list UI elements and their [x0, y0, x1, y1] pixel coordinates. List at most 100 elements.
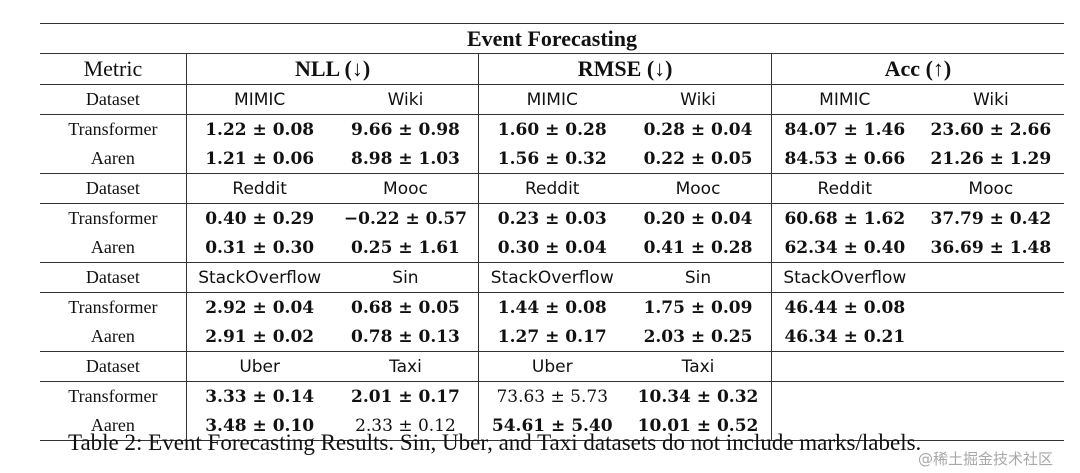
value-cell: 0.28 ± 0.04 [625, 114, 772, 144]
value-cell: 1.75 ± 0.09 [625, 292, 772, 322]
table-title-row: Event Forecasting [40, 23, 1064, 54]
value-cell: 0.68 ± 0.05 [332, 292, 480, 322]
value-cell: 1.22 ± 0.08 [205, 119, 315, 140]
dataset-label: Dataset [40, 262, 187, 293]
model-row: Transformer 3.33 ± 0.14 2.01 ± 0.17 73.63 ±… [40, 381, 1064, 412]
dataset-name-cell: Sin [625, 262, 772, 293]
value-cell: 1.56 ± 0.32 [478, 144, 626, 174]
model-name: Aaren [40, 411, 187, 441]
metric-rmse: RMSE (↓) [478, 53, 772, 85]
value-cell: 1.44 ± 0.08 [497, 297, 607, 318]
value-cell [917, 322, 1064, 352]
value-cell: 0.22 ± 0.05 [625, 144, 772, 174]
value-cell: 0.23 ± 0.03 [497, 208, 607, 229]
metric-nll: NLL (↓) [186, 53, 480, 85]
dataset-name-cell: StackOverflow [186, 262, 333, 293]
dataset-row: Dataset MIMIC Wiki MIMIC Wiki MIMIC Wiki [40, 84, 1064, 115]
value-cell: 2.92 ± 0.04 [205, 297, 315, 318]
model-row: Transformer 1.22 ± 0.08 9.66 ± 0.98 1.60 ± … [40, 114, 1064, 144]
value-cell: 10.01 ± 0.52 [625, 411, 772, 441]
value-cell: 84.53 ± 0.66 [771, 144, 918, 174]
dataset-name-cell: Mooc [917, 173, 1064, 204]
dataset-name-cell: Reddit [186, 173, 333, 204]
dataset-row: Dataset Reddit Mooc Reddit Mooc Reddit Mooc [40, 173, 1064, 204]
value-cell: 46.34 ± 0.21 [771, 322, 918, 352]
results-table: Event Forecasting Metric NLL (↓) RMSE (↓… [40, 23, 1064, 441]
metric-acc: Acc (↑) [771, 53, 1064, 85]
value-cell: 37.79 ± 0.42 [930, 208, 1052, 229]
value-cell: 0.20 ± 0.04 [625, 203, 772, 233]
value-cell: 73.63 ± 5.73 [496, 386, 609, 407]
dataset-label: Dataset [40, 173, 187, 204]
dataset-name-cell: StackOverflow [478, 262, 626, 293]
dataset-name-cell: Taxi [332, 351, 480, 382]
results-table-body: Event Forecasting Metric NLL (↓) RMSE (↓… [40, 23, 1064, 441]
dataset-name-cell: Mooc [332, 173, 480, 204]
value-cell: 0.78 ± 0.13 [332, 322, 480, 352]
value-cell: 10.34 ± 0.32 [625, 381, 772, 411]
value-cell: 2.91 ± 0.02 [186, 322, 333, 352]
value-cell: 62.34 ± 0.40 [771, 233, 918, 263]
model-name: Transformer [40, 292, 187, 322]
value-cell: 3.33 ± 0.14 [205, 386, 315, 407]
value-cell: 2.01 ± 0.17 [332, 381, 480, 411]
value-cell: 0.40 ± 0.29 [205, 208, 315, 229]
dataset-name-cell: Mooc [625, 173, 772, 204]
value-cell: 36.69 ± 1.48 [917, 233, 1064, 263]
dataset-name-cell: StackOverflow [771, 262, 918, 293]
value-cell [917, 411, 1064, 441]
dataset-row: Dataset Uber Taxi Uber Taxi [40, 351, 1064, 382]
value-cell: 9.66 ± 0.98 [332, 114, 480, 144]
value-cell: 0.31 ± 0.30 [186, 233, 333, 263]
model-name: Aaren [40, 144, 187, 174]
dataset-name-cell: MIMIC [186, 84, 333, 115]
model-name: Aaren [40, 233, 187, 263]
table-title: Event Forecasting [40, 23, 1064, 54]
model-row: Aaren 2.91 ± 0.02 0.78 ± 0.13 1.27 ± 0.17 2.… [40, 322, 1064, 352]
value-cell: 60.68 ± 1.62 [784, 208, 906, 229]
dataset-label: Dataset [40, 351, 187, 382]
value-cell: 2.33 ± 0.12 [332, 411, 480, 441]
value-cell [918, 382, 1064, 412]
value-cell [918, 293, 1064, 323]
dataset-name-cell [771, 351, 918, 382]
model-name: Transformer [40, 381, 187, 411]
metric-label: Metric [40, 53, 187, 85]
value-cell: 8.98 ± 1.03 [332, 144, 480, 174]
dataset-name-cell: Sin [332, 262, 480, 293]
dataset-name-cell: MIMIC [771, 84, 918, 115]
dataset-name-cell: Reddit [771, 173, 918, 204]
model-name: Aaren [40, 322, 187, 352]
dataset-name-cell [917, 262, 1064, 293]
dataset-name-cell: Reddit [478, 173, 626, 204]
model-row: Transformer 0.40 ± 0.29 −0.22 ± 0.57 0.23 ±… [40, 203, 1064, 233]
metric-header-row: Metric NLL (↓) RMSE (↓) Acc (↑) [40, 53, 1064, 85]
value-cell: 0.30 ± 0.04 [478, 233, 626, 263]
value-cell: 23.60 ± 2.66 [930, 119, 1052, 140]
model-row: Aaren 0.31 ± 0.30 0.25 ± 1.61 0.30 ± 0.04 0.… [40, 233, 1064, 263]
value-cell: −0.22 ± 0.57 [332, 203, 480, 233]
dataset-row: Dataset StackOverflow Sin StackOverflow Sin S… [40, 262, 1064, 293]
value-cell [771, 382, 917, 412]
model-name: Transformer [40, 114, 187, 144]
value-cell: 1.27 ± 0.17 [478, 322, 626, 352]
dataset-name-cell: MIMIC [478, 84, 626, 115]
dataset-name-cell: Uber [186, 351, 333, 382]
value-cell: 21.26 ± 1.29 [917, 144, 1064, 174]
watermark: @稀土掘金技术社区 [918, 450, 1054, 468]
model-row: Transformer 2.92 ± 0.04 0.68 ± 0.05 1.44 ± … [40, 292, 1064, 323]
value-cell: 46.44 ± 0.08 [784, 297, 906, 318]
dataset-name-cell: Wiki [917, 84, 1064, 115]
dataset-name-cell: Wiki [332, 84, 480, 115]
dataset-label: Dataset [40, 84, 187, 115]
value-cell: 2.03 ± 0.25 [625, 322, 772, 352]
value-cell: 0.41 ± 0.28 [625, 233, 772, 263]
value-cell: 3.48 ± 0.10 [186, 411, 333, 441]
dataset-name-cell: Uber [478, 351, 626, 382]
table-caption: Table 2: Event Forecasting Results. Sin,… [68, 430, 922, 455]
model-name: Transformer [40, 203, 187, 233]
value-cell: 84.07 ± 1.46 [784, 119, 906, 140]
value-cell: 1.21 ± 0.06 [186, 144, 333, 174]
dataset-name-cell: Wiki [625, 84, 772, 115]
model-row: Aaren 1.21 ± 0.06 8.98 ± 1.03 1.56 ± 0.32 0.… [40, 144, 1064, 174]
